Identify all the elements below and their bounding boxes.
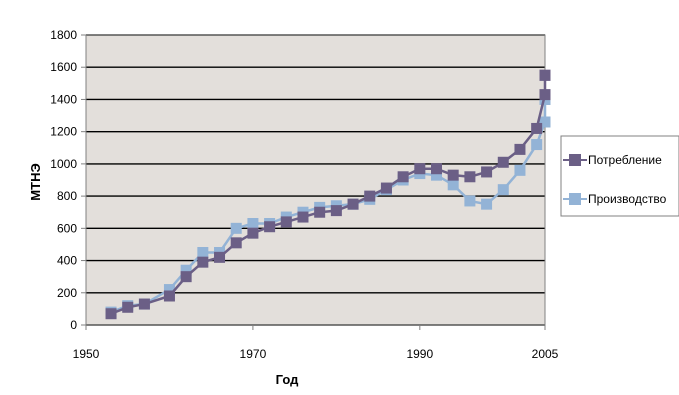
- series-layer: [105, 69, 551, 320]
- data-point: [180, 264, 192, 276]
- data-point: [481, 166, 493, 178]
- data-point: [514, 143, 526, 155]
- x-axis-label: Год: [276, 372, 299, 387]
- data-point: [447, 169, 459, 181]
- data-point: [247, 218, 259, 229]
- data-point: [481, 198, 493, 210]
- y-tick-label: 1200: [50, 125, 77, 139]
- legend-marker-production: [569, 193, 581, 205]
- series-line: [110, 75, 547, 315]
- data-point: [380, 182, 392, 194]
- data-point: [497, 156, 509, 168]
- data-point: [464, 195, 476, 207]
- data-point: [197, 256, 209, 268]
- y-tick-label: 1800: [50, 28, 77, 42]
- x-tick-label: 1950: [73, 347, 100, 361]
- data-point: [539, 89, 551, 101]
- data-point: [539, 116, 551, 128]
- plot-border: [85, 34, 546, 326]
- data-point: [464, 171, 476, 183]
- data-point: [531, 122, 543, 134]
- data-point: [280, 216, 292, 228]
- y-tick-label: 1600: [50, 60, 77, 74]
- data-point: [163, 284, 175, 296]
- data-point: [138, 298, 150, 310]
- legend-marker-consumption: [569, 154, 581, 166]
- data-point: [539, 69, 551, 81]
- y-tick-label: 1000: [50, 157, 77, 171]
- data-point: [180, 271, 192, 283]
- x-tick-label: 1990: [406, 347, 433, 361]
- data-point: [514, 164, 526, 176]
- data-point: [163, 290, 175, 302]
- legend-item-consumption: Потребление: [563, 153, 662, 167]
- data-point: [230, 237, 242, 249]
- data-point: [264, 221, 276, 233]
- y-tick-label: 600: [57, 221, 77, 235]
- y-axis-ticks: 0 200 400 600 800 1000 1200 1400 1600 1800: [50, 28, 86, 332]
- x-tick-label: 1970: [240, 347, 267, 361]
- series-line: [110, 99, 547, 314]
- data-point: [105, 308, 117, 320]
- data-point: [122, 301, 134, 313]
- data-point: [531, 139, 543, 151]
- data-point: [314, 206, 326, 218]
- legend-item-production: Производство: [563, 192, 667, 206]
- data-point: [297, 211, 309, 223]
- y-axis-label: МТНЭ: [28, 163, 43, 200]
- y-tick-label: 800: [57, 189, 77, 203]
- y-tick-label: 0: [70, 318, 77, 332]
- series-0: [105, 69, 551, 320]
- data-point: [197, 247, 209, 258]
- y-tick-label: 1400: [50, 92, 77, 106]
- data-point: [364, 190, 376, 202]
- plot-area: [86, 35, 545, 325]
- data-point: [347, 198, 359, 210]
- data-point: [431, 169, 443, 181]
- data-point: [497, 184, 509, 196]
- data-point: [447, 179, 459, 191]
- data-point: [214, 251, 226, 263]
- data-point: [397, 171, 409, 183]
- data-point: [330, 205, 342, 217]
- y-tick-label: 400: [57, 254, 77, 268]
- x-tick-label: 2005: [532, 347, 559, 361]
- x-axis-ticks: 1950 1970 1990 2005: [73, 325, 559, 361]
- data-point: [414, 163, 426, 175]
- data-point: [230, 222, 242, 234]
- legend-label-consumption: Потребление: [588, 153, 662, 167]
- data-point: [247, 227, 259, 239]
- data-point: [431, 163, 443, 175]
- legend: Потребление Производство: [560, 135, 679, 217]
- legend-label-production: Производство: [588, 192, 667, 206]
- y-tick-label: 200: [57, 286, 77, 300]
